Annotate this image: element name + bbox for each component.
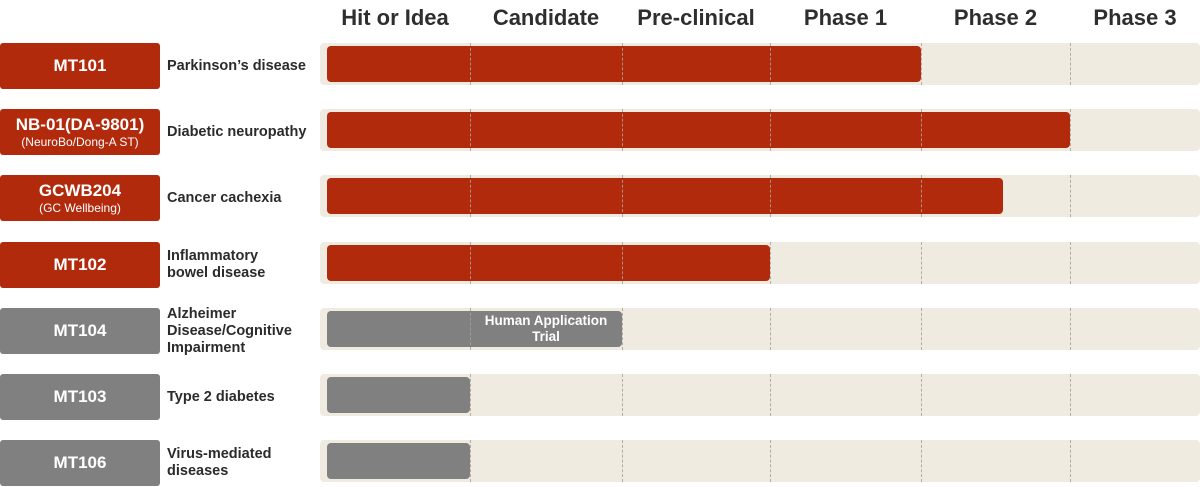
stage-divider (921, 374, 922, 416)
compound-code: MT103 (53, 387, 107, 406)
progress-track (320, 374, 1200, 416)
stage-divider (921, 109, 922, 151)
compound-badge: MT104 (0, 308, 160, 354)
pipeline-row: MT102 Inflammatory bowel disease (0, 242, 1200, 288)
stage-divider (470, 43, 471, 85)
indication-label: Alzheimer Disease/Cognitive Impairment (167, 305, 319, 356)
indication-line: Virus-mediated (167, 446, 272, 462)
stage-divider (1070, 374, 1071, 416)
indication-label: Parkinson’s disease (167, 43, 319, 89)
compound-code: MT101 (53, 56, 107, 75)
indication-label: Virus-mediated diseases (167, 440, 319, 486)
stage-divider (622, 175, 623, 217)
compound-badge: MT106 (0, 440, 160, 486)
stage-header: Phase 2 (953, 5, 1038, 30)
stage-divider (470, 440, 471, 482)
stage-divider (470, 242, 471, 284)
compound-code: NB-01(DA-9801) (15, 114, 145, 134)
stage-divider (1070, 43, 1071, 85)
stage-divider (921, 242, 922, 284)
indication-label: Diabetic neuropathy (167, 109, 319, 155)
compound-partner: (GC Wellbeing) (39, 200, 121, 215)
pipeline-row: MT106 Virus-mediated diseases (0, 440, 1200, 486)
indication-line: Type 2 diabetes (167, 388, 275, 405)
progress-track: Human Application Trial (320, 308, 1200, 350)
indication-label: Type 2 diabetes (167, 374, 319, 420)
progress-bar (327, 245, 770, 281)
progress-bar (327, 443, 470, 479)
stage-divider (622, 308, 623, 350)
compound-partner: (NeuroBo/Dong-A ST) (21, 134, 139, 149)
indication-line: bowel disease (167, 265, 266, 281)
indication-line: Impairment (167, 339, 246, 356)
progress-track (320, 109, 1200, 151)
stage-divider (770, 374, 771, 416)
stage-divider (622, 109, 623, 151)
compound-badge: NB-01(DA-9801) (NeuroBo/Dong-A ST) (0, 109, 160, 155)
stage-divider (622, 43, 623, 85)
stage-divider (921, 440, 922, 482)
stage-divider (470, 308, 471, 350)
stage-header: Pre-clinical (637, 5, 755, 30)
stage-divider (770, 440, 771, 482)
stage-header: Phase 1 (803, 5, 888, 30)
stage-divider (770, 109, 771, 151)
pipeline-row: NB-01(DA-9801) (NeuroBo/Dong-A ST) Diabeti… (0, 109, 1200, 155)
stage-divider (1070, 175, 1071, 217)
indication-label: Inflammatory bowel disease (167, 242, 319, 288)
stage-divider (921, 175, 922, 217)
indication-line: Parkinson’s disease (167, 57, 306, 74)
pipeline-row: MT104 Alzheimer Disease/Cognitive Impairmen… (0, 305, 1200, 356)
indication-label: Cancer cachexia (167, 175, 319, 221)
compound-badge: MT103 (0, 374, 160, 420)
stage-divider (770, 308, 771, 350)
stage-divider (622, 374, 623, 416)
stage-divider (470, 175, 471, 217)
compound-code: MT104 (53, 321, 107, 340)
stage-divider (622, 242, 623, 284)
indication-line: Inflammatory (167, 248, 259, 264)
progress-bar (327, 112, 1070, 148)
stage-divider (622, 440, 623, 482)
indication-line: Diabetic neuropathy (167, 123, 307, 140)
stage-divider (770, 242, 771, 284)
indication-line: Alzheimer (167, 305, 237, 322)
stage-header: Phase 3 (1093, 5, 1177, 30)
progress-bar (327, 178, 1003, 214)
stage-divider (921, 43, 922, 85)
progress-track (320, 175, 1200, 217)
compound-badge: MT101 (0, 43, 160, 89)
progress-track (320, 440, 1200, 482)
indication-line: diseases (167, 463, 229, 479)
indication-line: Disease/Cognitive (167, 322, 292, 339)
pipeline-row: MT101 Parkinson’s disease (0, 43, 1200, 89)
compound-badge: GCWB204 (GC Wellbeing) (0, 175, 160, 221)
progress-bar (327, 46, 921, 82)
compound-code: GCWB204 (38, 180, 122, 200)
stage-divider (470, 109, 471, 151)
progress-track (320, 242, 1200, 284)
stage-divider (770, 175, 771, 217)
stage-divider (1070, 242, 1071, 284)
bar-annotation: Human Application Trial (484, 313, 608, 344)
compound-code: MT106 (53, 453, 107, 472)
stage-divider (921, 308, 922, 350)
progress-bar (327, 377, 470, 413)
stage-divider (770, 43, 771, 85)
stage-divider (1070, 440, 1071, 482)
stage-header: Hit or Idea (341, 5, 449, 30)
stage-divider (1070, 109, 1071, 151)
progress-bar (327, 311, 622, 347)
pipeline-row: GCWB204 (GC Wellbeing) Cancer cachexia (0, 175, 1200, 221)
indication-line: Cancer cachexia (167, 189, 282, 206)
stage-divider (470, 374, 471, 416)
compound-code: MT102 (53, 255, 107, 274)
pipeline-row: MT103 Type 2 diabetes (0, 374, 1200, 420)
stage-divider (1070, 308, 1071, 350)
stage-header: Candidate (492, 5, 600, 30)
compound-badge: MT102 (0, 242, 160, 288)
progress-track (320, 43, 1200, 85)
